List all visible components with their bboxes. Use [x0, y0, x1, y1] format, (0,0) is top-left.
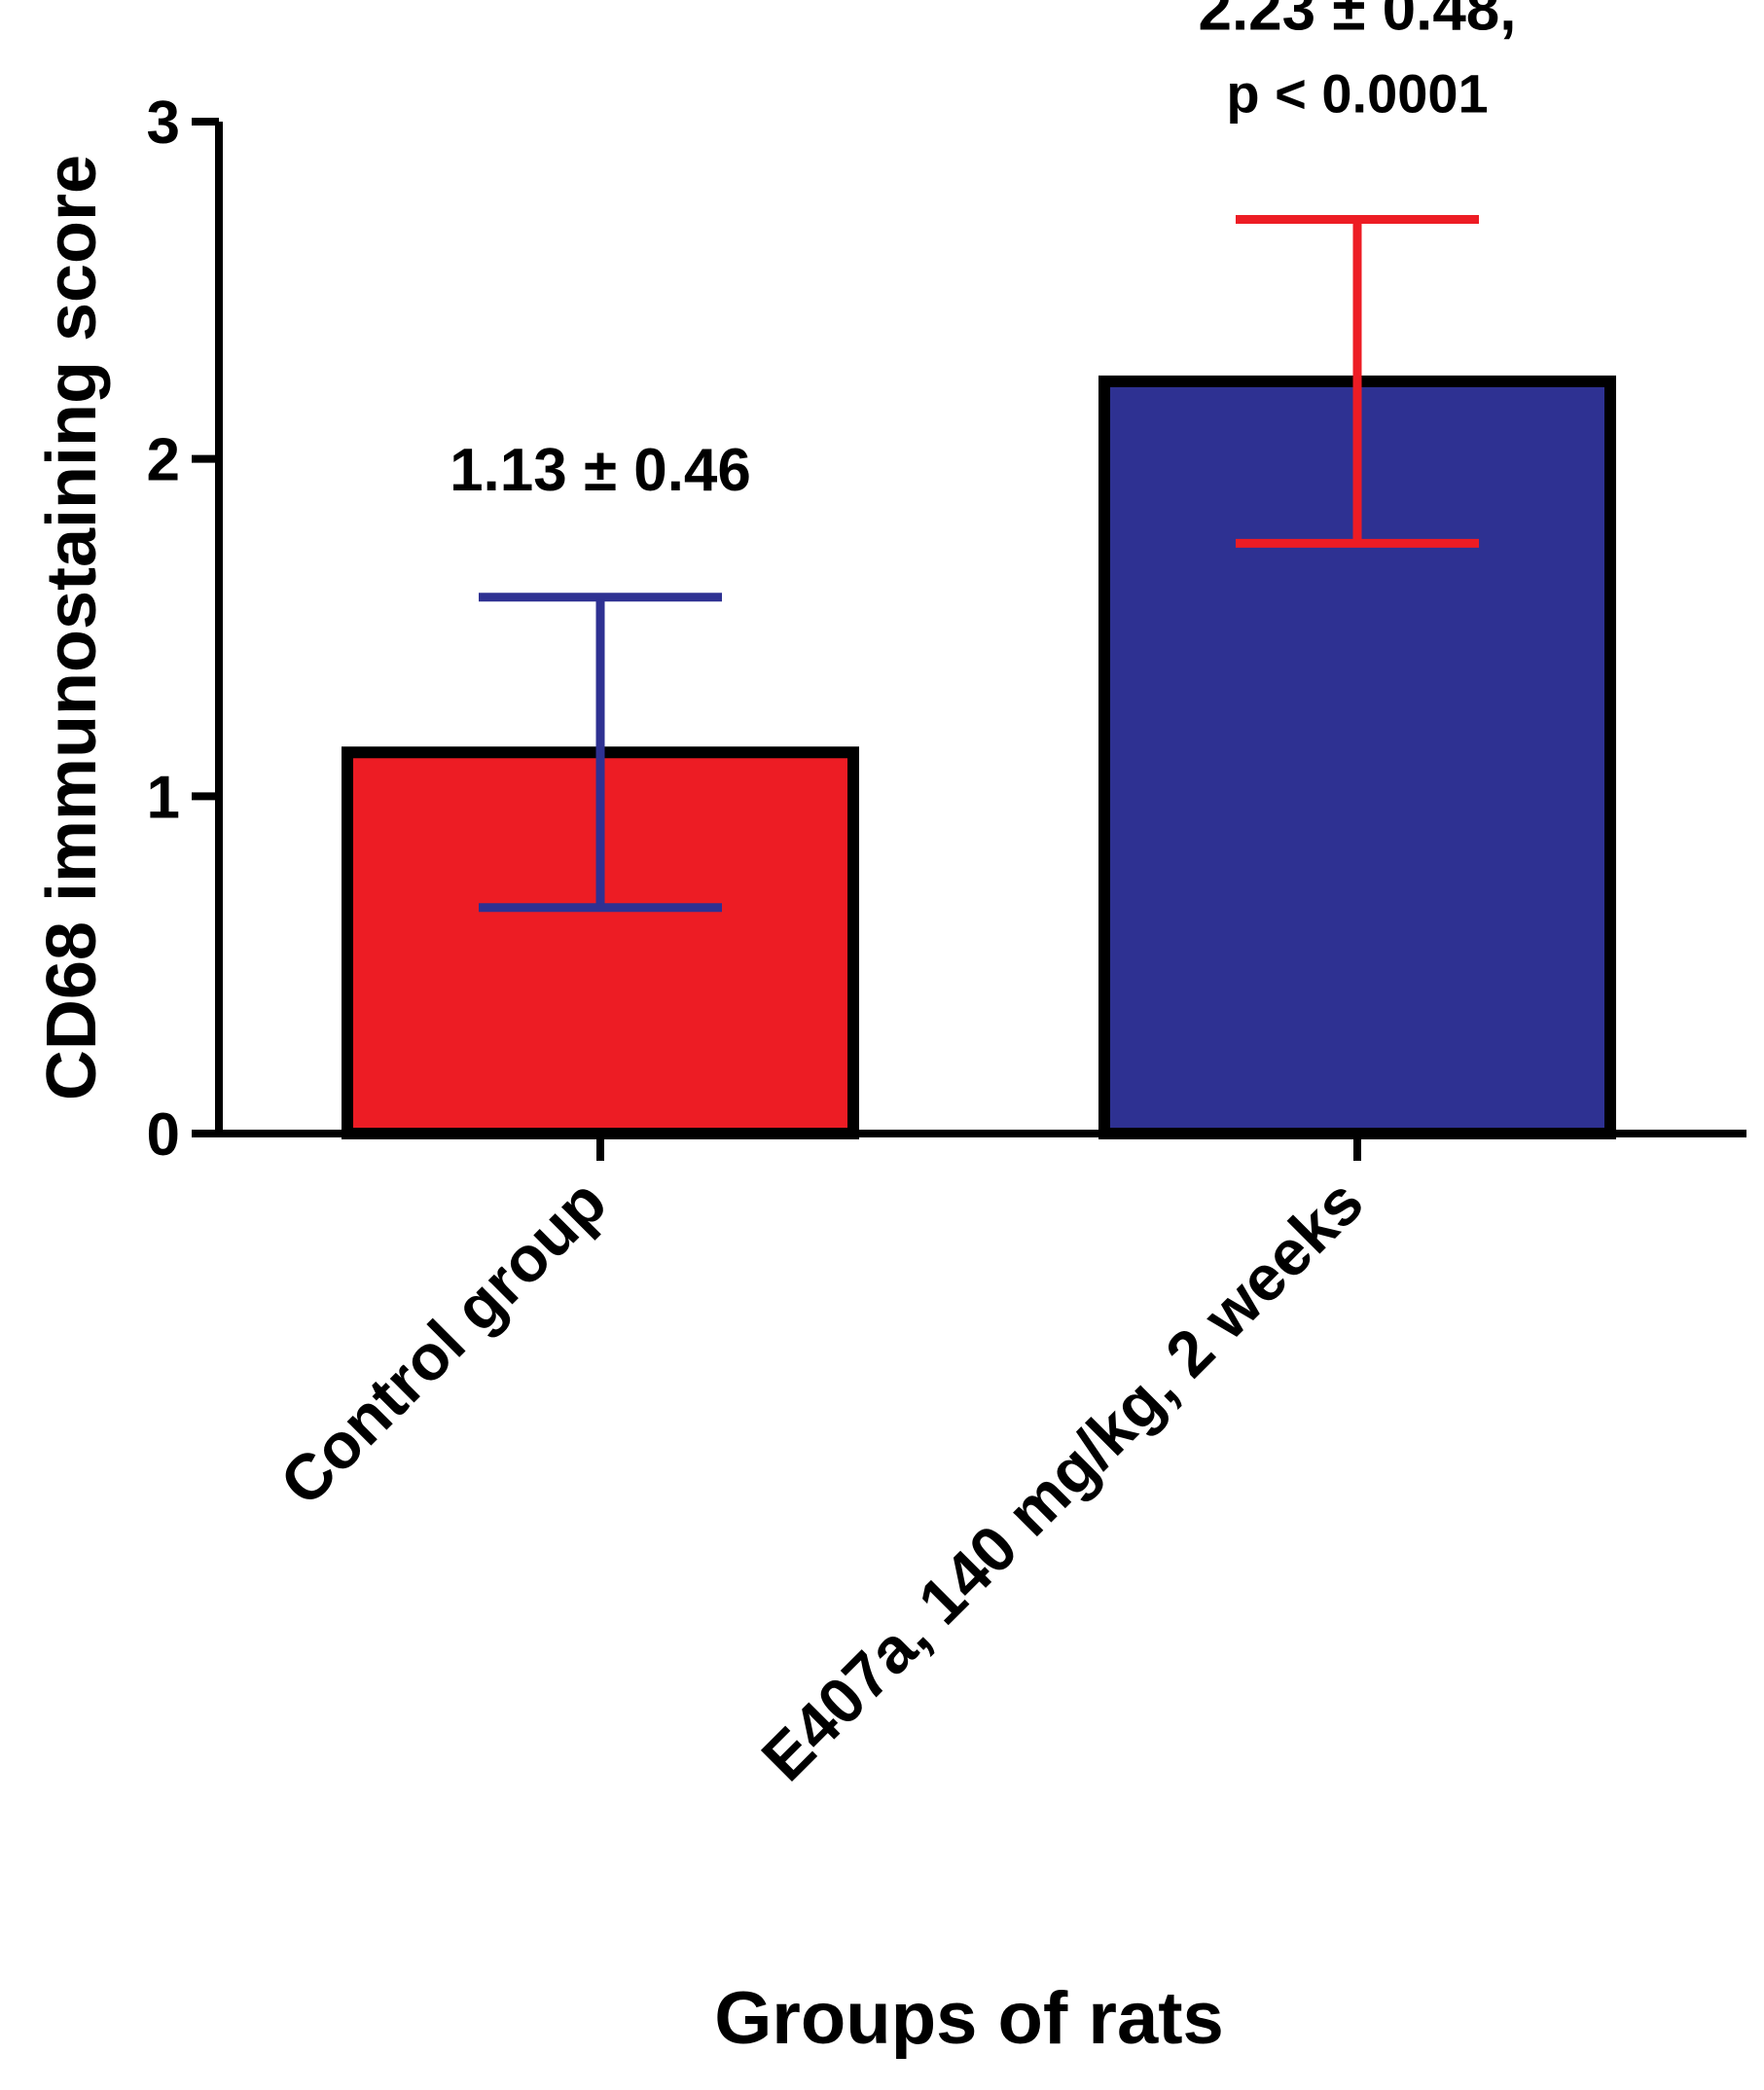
x-category-label: Control group — [267, 1166, 620, 1519]
bar-annotation: 1.13 ± 0.46 — [450, 437, 751, 504]
error-bars — [479, 215, 1479, 913]
bars — [342, 375, 1616, 1139]
y-tick-label: 0 — [147, 1101, 180, 1169]
y-axis-title: CD68 immunostaining score — [33, 155, 111, 1100]
y-tick-label: 3 — [147, 90, 180, 157]
x-axis-title: Groups of rats — [714, 1977, 1224, 2060]
x-category-label: E407a, 140 mg/kg, 2 weeks — [747, 1166, 1376, 1794]
y-tick-label: 1 — [147, 764, 180, 831]
y-tick-label: 2 — [147, 427, 180, 494]
bar-annotation: 2.23 ± 0.48, — [1198, 0, 1516, 44]
bar-annotation: p < 0.0001 — [1226, 63, 1488, 125]
